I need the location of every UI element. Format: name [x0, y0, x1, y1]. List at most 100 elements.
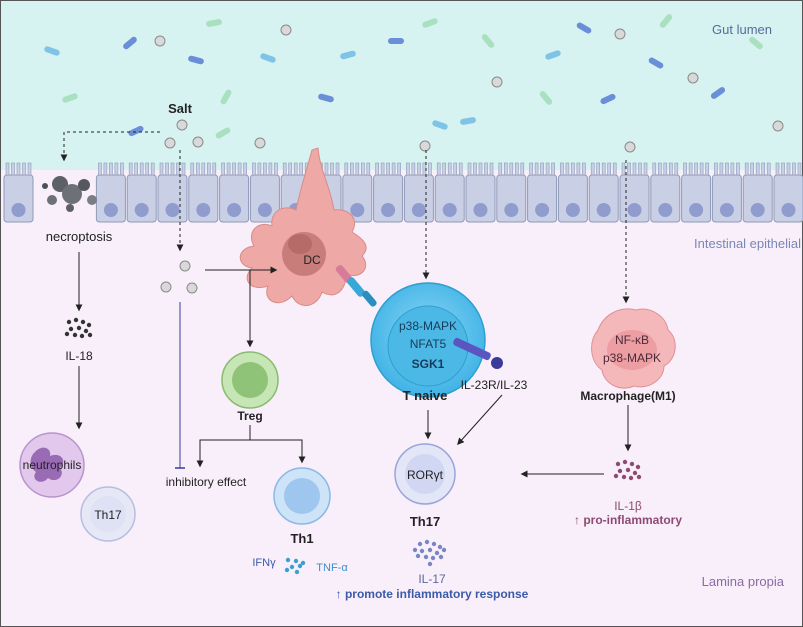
bacterium [539, 91, 553, 105]
epithelial-cell [711, 162, 742, 223]
salt-grain [254, 137, 266, 149]
tnaive-label: T naive [403, 388, 448, 403]
arrow-treg-inhibitory [196, 425, 251, 468]
tnaive-sgk1-label: SGK1 [412, 357, 445, 371]
dc-label: DC [303, 253, 321, 267]
tnaive-p38-label: p38-MAPK [399, 319, 457, 333]
epithelial-cell [742, 162, 773, 223]
cytokine-cluster [412, 539, 447, 567]
epithelial-cell [157, 162, 188, 223]
th17-roryt-cell [394, 443, 456, 505]
epithelial-cell [219, 162, 250, 223]
necroptosis-cell [42, 176, 97, 212]
epithelial-cell [188, 162, 219, 223]
gut-lumen-region [0, 0, 803, 170]
bacterium [62, 93, 78, 103]
treg-cell [221, 351, 279, 409]
il1b-label: IL-1β [614, 499, 642, 513]
epithelial-cell [681, 162, 712, 223]
salt-grain [624, 141, 636, 153]
macrophage-cell [591, 308, 676, 389]
bacterium [188, 55, 204, 65]
epithelial-cell [403, 162, 434, 223]
lamina-propria-region [0, 170, 803, 627]
bacterium [260, 53, 276, 63]
neutrophils-label: neutrophils [23, 458, 82, 472]
salt-grain [491, 76, 503, 88]
epithelial-cell [434, 162, 465, 223]
cytokine-cluster [64, 317, 93, 339]
macrophage-label: Macrophage(M1) [580, 389, 675, 403]
bacterium [600, 93, 616, 105]
epithelial-cell [3, 162, 34, 223]
bacterium [460, 117, 476, 125]
bacterium [220, 89, 232, 105]
arrow-il23-th17 [457, 394, 503, 446]
roryt-label: RORγt [407, 468, 444, 482]
epithelial-cell [342, 162, 373, 223]
bacterium [749, 36, 763, 50]
arrows [60, 131, 632, 478]
salt-label: Salt [168, 101, 193, 116]
salt-grain [154, 35, 166, 47]
bacterium [710, 87, 726, 99]
salt-grains [154, 24, 784, 294]
bacterium [340, 50, 356, 60]
epithelial-cell [588, 162, 619, 223]
bacterium [206, 19, 222, 27]
bacterium [123, 36, 137, 50]
intestinal-epithelial-label: Intestinal epithelial [694, 236, 801, 251]
inhibitory-effect-label: inhibitory effect [166, 475, 247, 489]
ifng-label: IFNγ [252, 557, 276, 569]
th17-left-cell [80, 486, 136, 542]
salt-grain [186, 282, 198, 294]
th1-label: Th1 [290, 531, 313, 546]
lamina-propria-label: Lamina propia [702, 574, 785, 589]
epithelial-cell [373, 162, 404, 223]
epithelial-cell [650, 162, 681, 223]
neutrophil-cell [19, 432, 85, 498]
salt-grain [179, 260, 191, 272]
treg-label: Treg [237, 409, 262, 423]
salt-grain [164, 137, 176, 149]
salt-grain [176, 119, 188, 131]
necroptosis-label: necroptosis [46, 229, 113, 244]
il23r-receptor [453, 337, 503, 369]
dendritic-cell [239, 147, 367, 306]
epithelial-cell [95, 162, 126, 223]
macrophage-nfkb-label: NF-κB [615, 333, 649, 347]
il23-label: IL-23R/IL-23 [461, 378, 528, 392]
salt-grain [614, 28, 626, 40]
bacterium [318, 93, 334, 103]
epithelial-cell [773, 162, 803, 223]
bacterium [545, 50, 561, 60]
mhc-tcr-receptor [335, 264, 377, 307]
th1-cell [273, 467, 331, 525]
bacterium [388, 38, 404, 44]
macrophage-p38-label: p38-MAPK [603, 351, 661, 365]
salt-grain [419, 140, 431, 152]
salt-grain [280, 24, 292, 36]
bacterium [481, 34, 495, 48]
epithelial-cell [249, 162, 280, 223]
cytokine-cluster [284, 557, 306, 575]
bacteria-group [44, 14, 763, 139]
epithelial-cell [496, 162, 527, 223]
cytokine-dots [64, 317, 642, 575]
epithelial-cell [619, 162, 650, 223]
bacterium [128, 125, 144, 137]
il18-label: IL-18 [65, 349, 93, 363]
cytokine-cluster [613, 459, 642, 481]
arrow-treg-th1 [250, 439, 306, 464]
epithelial-cell [126, 162, 157, 223]
bacterium [422, 18, 438, 28]
bacterium [648, 57, 664, 69]
salt-grain [160, 281, 172, 293]
pro-inflammatory-label: ↑ pro-inflammatory [574, 513, 682, 527]
il17-label: IL-17 [418, 572, 446, 586]
salt-grain [687, 72, 699, 84]
promote-inflammatory-label: ↑ promote inflammatory response [336, 587, 529, 601]
th17-left-label: Th17 [94, 508, 122, 522]
